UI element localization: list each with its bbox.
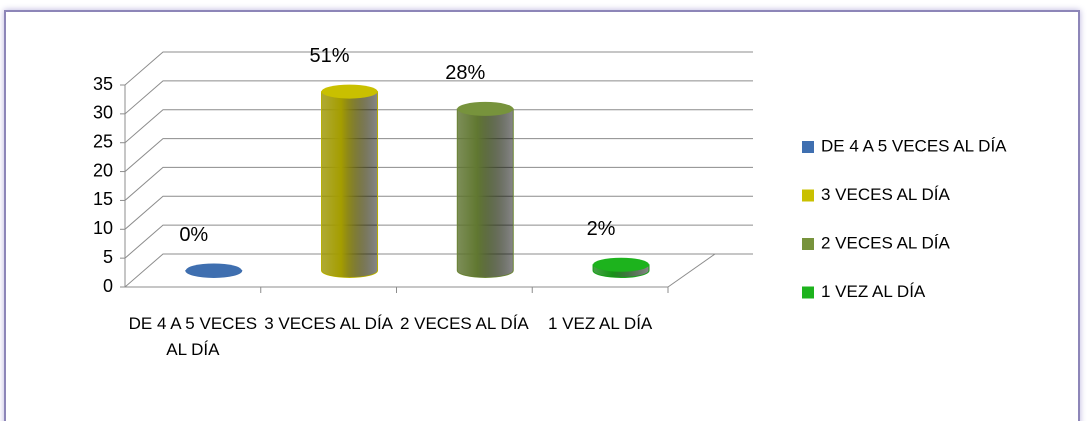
y-tick-label: 10: [93, 218, 113, 238]
grid-line: [124, 195, 753, 230]
x-tick-label: 2 VECES AL DÍA: [399, 314, 529, 333]
legend-swatch: [802, 286, 814, 299]
y-tick-label: 20: [93, 160, 113, 180]
grid-line: [124, 109, 753, 144]
floor-edge: [667, 253, 716, 288]
grid-line: [124, 138, 753, 172]
y-tick-label: 30: [93, 103, 113, 123]
y-tick-label: 15: [93, 189, 113, 209]
legend-swatch: [802, 141, 814, 153]
legend-label: DE 4 A 5 VECES AL DÍA: [821, 136, 1007, 155]
grid-line: [124, 166, 753, 201]
y-tick-label: 5: [103, 247, 113, 267]
bar-top: [185, 263, 242, 278]
legend-label: 3 VECES AL DÍA: [821, 185, 950, 204]
legend-swatch: [802, 189, 814, 202]
y-tick-label: 0: [103, 276, 113, 296]
data-label: 51%: [310, 45, 350, 67]
data-label: 2%: [587, 218, 616, 240]
grid-line: [124, 224, 753, 259]
bar: [321, 91, 379, 278]
bar-shade: [321, 91, 378, 278]
bar-top: [593, 257, 650, 272]
y-tick-label: 35: [93, 74, 113, 94]
bar-shade: [457, 108, 514, 278]
bar-top: [321, 84, 378, 99]
x-tick-label: 1 VEZ AL DÍA: [548, 314, 653, 333]
grid-line: [124, 253, 753, 288]
x-tick-label: DE 4 A 5 VECES AL DÍA: [128, 314, 258, 359]
legend-label: 1 VEZ AL DÍA: [821, 282, 926, 301]
legend-label: 2 VECES AL DÍA: [821, 233, 950, 252]
y-tick-label: 25: [93, 131, 113, 151]
chart-frame: [4, 10, 1080, 421]
bar: [456, 108, 514, 278]
bar-top: [457, 101, 514, 116]
data-label: 28%: [445, 62, 485, 84]
grid-line: [124, 51, 753, 86]
x-tick-label: 3 VECES AL DÍA: [264, 314, 394, 333]
data-label: 0%: [179, 224, 208, 246]
grid-line: [124, 80, 753, 115]
legend-swatch: [802, 238, 814, 250]
